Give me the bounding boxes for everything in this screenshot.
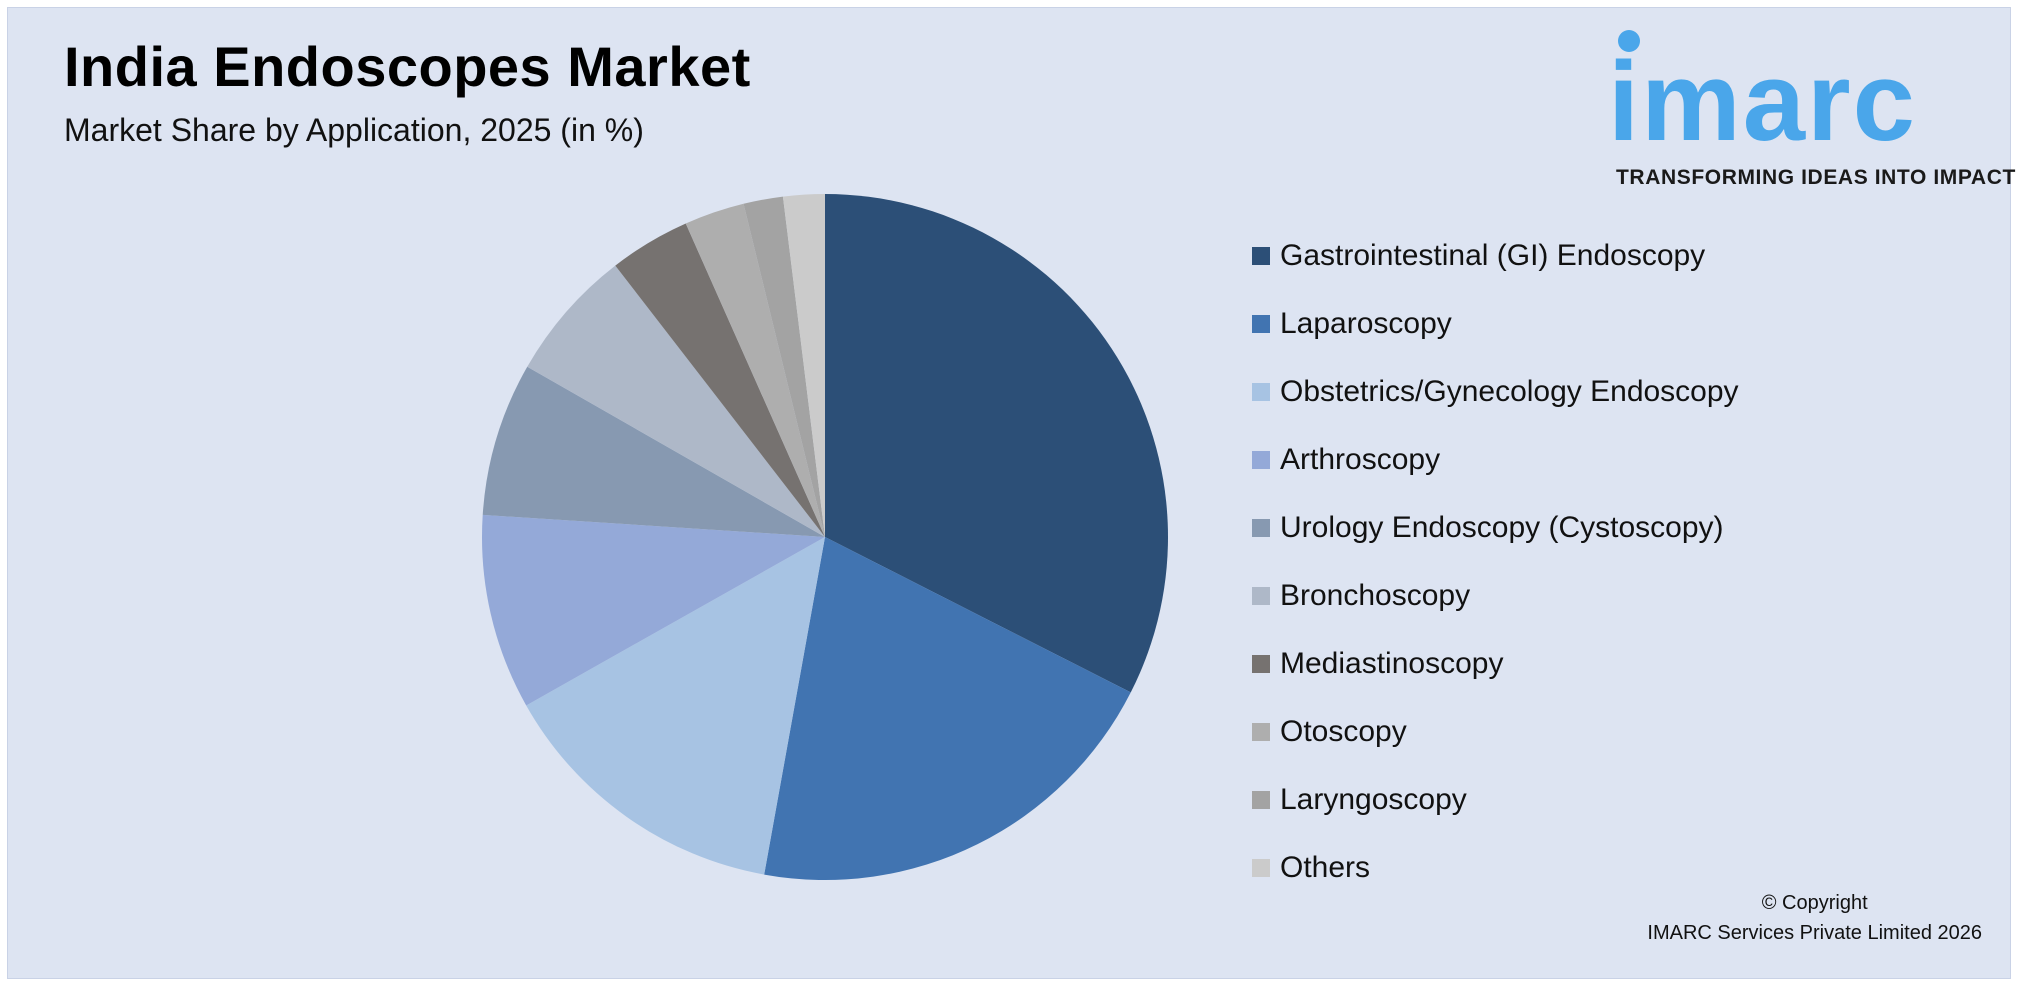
legend-swatch (1252, 587, 1270, 605)
legend-item: Laryngoscopy (1252, 766, 1739, 834)
legend-item: Arthroscopy (1252, 426, 1739, 494)
pie-slice-laparoscopy (764, 537, 1131, 881)
legend-item: Urology Endoscopy (Cystoscopy) (1252, 494, 1739, 562)
legend-label: Others (1280, 851, 1371, 884)
legend-label: Arthroscopy (1280, 443, 1441, 476)
chart-subtitle: Market Share by Application, 2025 (in %) (64, 112, 644, 148)
legend-label: Urology Endoscopy (Cystoscopy) (1280, 511, 1724, 544)
pie-chart (478, 190, 1172, 884)
pie-slice-bronchoscopy (527, 265, 825, 537)
pie-slice-others (782, 194, 825, 537)
legend-item: Laparoscopy (1252, 290, 1739, 358)
logo-dot-icon (1618, 30, 1640, 52)
legend-label: Laparoscopy (1280, 307, 1452, 340)
pie-slice-mediastinoscopy (615, 223, 825, 537)
copyright-line2: IMARC Services Private Limited 2026 (1647, 922, 1982, 944)
legend-label: Otoscopy (1280, 715, 1407, 748)
legend-item: Gastrointestinal (GI) Endoscopy (1252, 222, 1739, 290)
legend-label: Bronchoscopy (1280, 579, 1471, 612)
imarc-logo: imarc TRANSFORMING IDEAS INTO IMPACT (1608, 24, 2015, 196)
logo-wordmark: imarc (1608, 39, 1917, 164)
copyright-notice: © Copyright IMARC Services Private Limit… (1647, 888, 1982, 948)
legend-swatch (1252, 247, 1270, 265)
pie-slice-gastrointestinal-gi-endoscopy (825, 194, 1168, 693)
pie-slice-laryngoscopy (743, 196, 825, 538)
pie-slice-otoscopy (685, 203, 825, 538)
legend-swatch (1252, 859, 1270, 877)
legend-item: Obstetrics/Gynecology Endoscopy (1252, 358, 1739, 426)
legend-label: Laryngoscopy (1280, 783, 1467, 816)
logo-tagline: TRANSFORMING IDEAS INTO IMPACT (1616, 166, 2016, 189)
legend-swatch (1252, 791, 1270, 809)
legend-swatch (1252, 451, 1270, 469)
pie-slice-obstetrics-gynecology-endoscopy (526, 537, 825, 875)
pie-slice-urology-endoscopy-cystoscopy (482, 366, 825, 537)
legend-item: Otoscopy (1252, 698, 1739, 766)
legend-label: Obstetrics/Gynecology Endoscopy (1280, 375, 1739, 408)
chart-legend: Gastrointestinal (GI) Endoscopy Laparosco… (1252, 222, 1739, 902)
legend-item: Others (1252, 834, 1739, 902)
legend-label: Gastrointestinal (GI) Endoscopy (1280, 239, 1706, 272)
pie-slice-arthroscopy (482, 514, 825, 706)
legend-swatch (1252, 315, 1270, 333)
copyright-line1: © Copyright (1761, 892, 1868, 914)
legend-item: Mediastinoscopy (1252, 630, 1739, 698)
legend-label: Mediastinoscopy (1280, 647, 1504, 680)
legend-swatch (1252, 655, 1270, 673)
legend-swatch (1252, 383, 1270, 401)
legend-swatch (1252, 519, 1270, 537)
chart-title: India Endoscopes Market (64, 35, 751, 98)
legend-swatch (1252, 723, 1270, 741)
legend-item: Bronchoscopy (1252, 562, 1739, 630)
pie-svg (482, 194, 1168, 881)
